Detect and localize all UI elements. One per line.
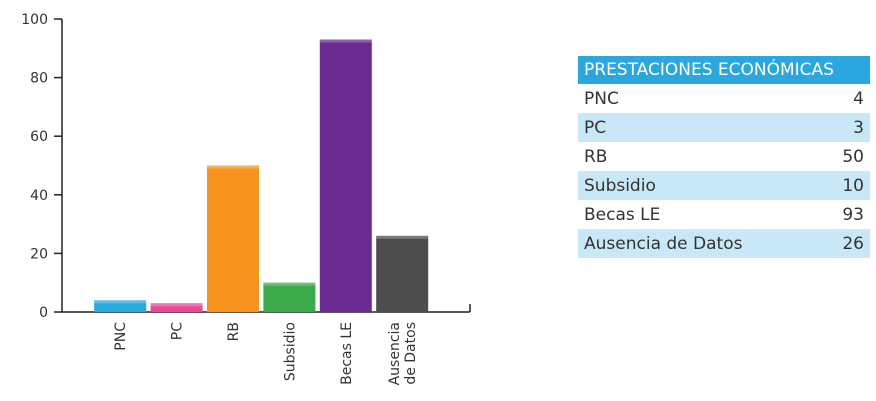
row-label: Ausencia de Datos xyxy=(578,229,822,258)
bar xyxy=(263,282,316,312)
y-tick-label: 60 xyxy=(30,129,48,145)
table-row: PC 3 xyxy=(578,113,870,142)
y-tick-label: 80 xyxy=(30,71,48,87)
x-tick-label: PC xyxy=(170,322,186,340)
bar xyxy=(376,235,429,312)
table-header: PRESTACIONES ECONÓMICAS xyxy=(578,56,870,84)
bar-highlight xyxy=(207,165,259,169)
y-tick-label: 100 xyxy=(21,12,48,28)
x-tick-label: Subsidio xyxy=(282,322,298,381)
x-tick-label: PNC xyxy=(113,322,129,351)
table-body: PNC 4 PC 3 RB 50 Subsidio 10 Becas LE 93 Ausencia … xyxy=(578,84,870,258)
bar xyxy=(150,303,203,312)
y-tick-label: 40 xyxy=(30,188,48,204)
bar-highlight xyxy=(263,282,316,286)
table-row: Becas LE 93 xyxy=(578,200,870,229)
table-row: PNC 4 xyxy=(578,84,870,113)
row-label: RB xyxy=(584,146,608,167)
x-tick-label: Ausenciade Datos xyxy=(387,322,419,385)
row-value: 4 xyxy=(853,88,864,109)
bar xyxy=(207,165,259,312)
table-row: Ausencia de Datos 26 xyxy=(578,229,870,258)
y-tick-label: 0 xyxy=(39,305,48,321)
bar-highlight xyxy=(319,39,372,43)
row-value: 50 xyxy=(842,146,864,167)
row-value: 3 xyxy=(821,113,870,142)
table-row: RB 50 xyxy=(578,142,870,171)
row-label: PNC xyxy=(584,88,619,109)
bar-highlight xyxy=(150,303,203,307)
row-label: Becas LE xyxy=(584,204,661,225)
row-value: 26 xyxy=(821,229,870,258)
bar xyxy=(94,300,147,312)
x-tick-label: RB xyxy=(226,322,242,341)
row-label: PC xyxy=(578,113,822,142)
table-header-row: PRESTACIONES ECONÓMICAS xyxy=(578,56,870,84)
y-tick-label: 20 xyxy=(30,246,48,262)
chart: 0 20 40 60 80 100 PNC PC RB Subsidio Becas LE Ausen… xyxy=(21,12,471,385)
x-tick-label: Becas LE xyxy=(339,322,355,385)
row-value: 10 xyxy=(821,171,870,200)
row-label: Subsidio xyxy=(578,171,822,200)
bar-highlight xyxy=(376,235,429,239)
bar xyxy=(319,39,372,312)
data-table: PRESTACIONES ECONÓMICAS PNC 4 PC 3 RB 50 Subsi… xyxy=(578,56,870,258)
table-row: Subsidio 10 xyxy=(578,171,870,200)
bar-highlight xyxy=(94,300,147,304)
row-value: 93 xyxy=(842,204,864,225)
